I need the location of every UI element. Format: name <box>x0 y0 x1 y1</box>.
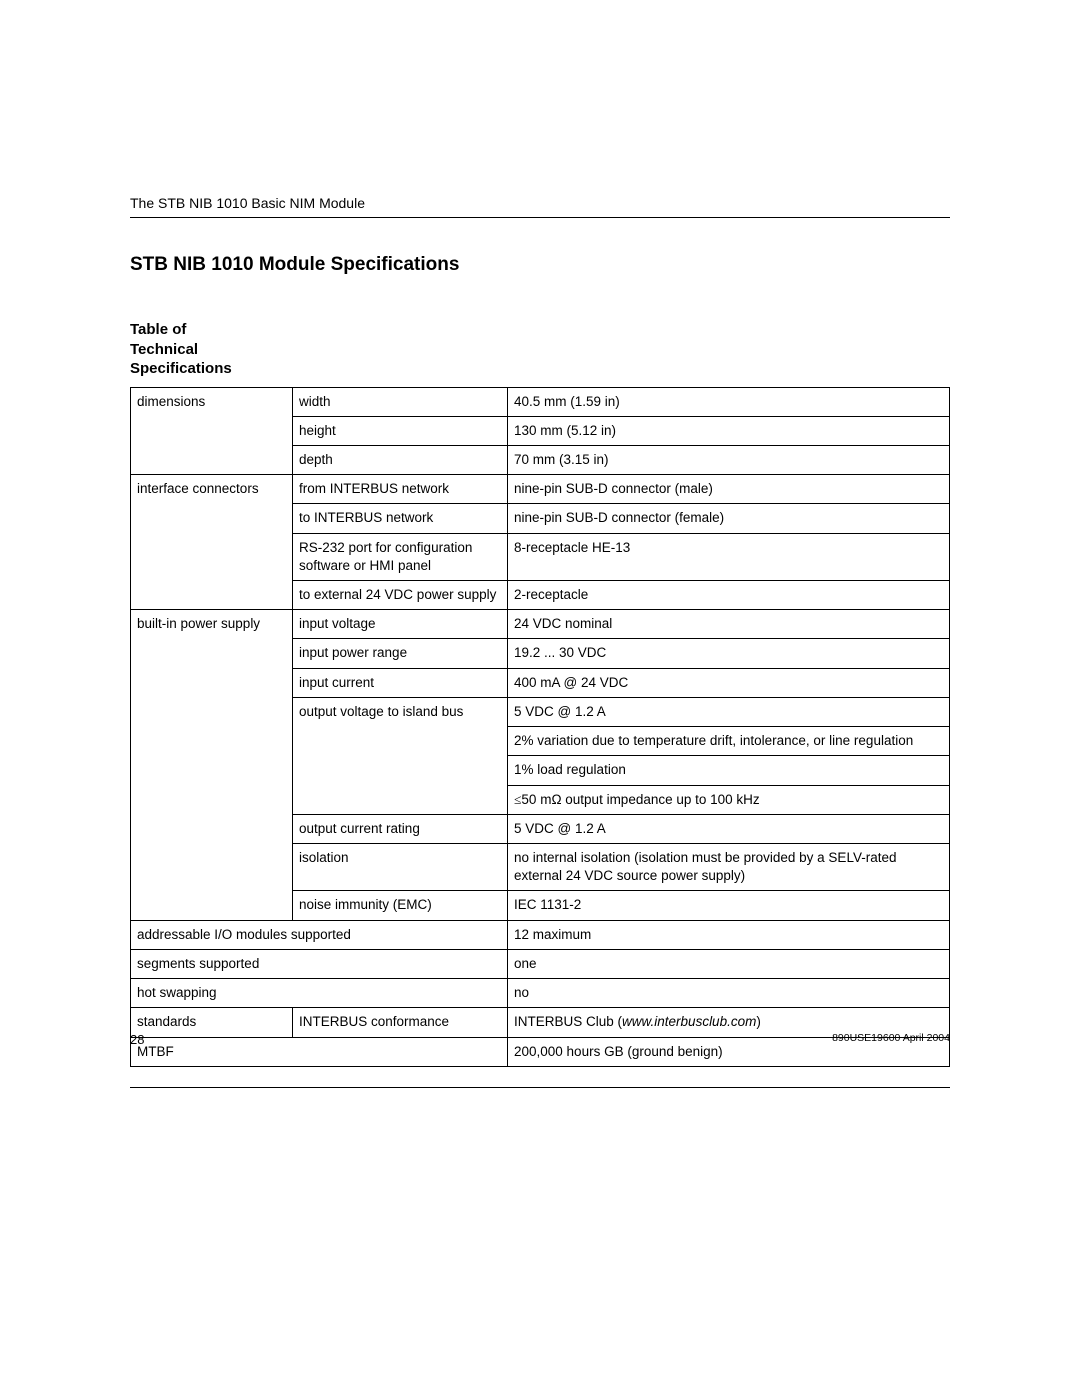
bottom-rule <box>130 1087 950 1088</box>
table-row: hot swapping no <box>131 979 950 1008</box>
cell-param: noise immunity (EMC) <box>293 891 508 920</box>
cell-category: built-in power supply <box>131 610 293 920</box>
cell-category: dimensions <box>131 387 293 475</box>
cell-value: 24 VDC nominal <box>508 610 950 639</box>
text: INTERBUS Club ( <box>514 1014 622 1029</box>
cell-value: IEC 1131-2 <box>508 891 950 920</box>
side-heading: Table of Technical Specifications <box>130 320 950 379</box>
text: ) <box>756 1014 761 1029</box>
cell-value: 19.2 ... 30 VDC <box>508 639 950 668</box>
section-title: STB NIB 1010 Module Specifications <box>130 254 950 276</box>
cell-value: 1% load regulation <box>508 756 950 785</box>
cell-value: 12 maximum <box>508 920 950 949</box>
cell-value: 2-receptacle <box>508 581 950 610</box>
cell-value: 5 VDC @ 1.2 A <box>508 697 950 726</box>
cell-value: no <box>508 979 950 1008</box>
table-row: dimensions width 40.5 mm (1.59 in) <box>131 387 950 416</box>
cell-param: to INTERBUS network <box>293 504 508 533</box>
ohm-symbol: Ω <box>551 792 561 807</box>
running-header: The STB NIB 1010 Basic NIM Module <box>130 195 950 211</box>
cell-param: width <box>293 387 508 416</box>
cell-value: 40.5 mm (1.59 in) <box>508 387 950 416</box>
side-heading-line: Specifications <box>130 360 232 377</box>
cell-param: depth <box>293 445 508 474</box>
cell-value: 400 mA @ 24 VDC <box>508 668 950 697</box>
side-heading-line: Table of <box>130 321 186 338</box>
page-footer: 28 890USE19600 April 2004 <box>130 1032 950 1047</box>
url-text: www.interbusclub.com <box>622 1014 756 1029</box>
cell-value: 70 mm (3.15 in) <box>508 445 950 474</box>
cell-value: 130 mm (5.12 in) <box>508 416 950 445</box>
cell-category: segments supported <box>131 949 508 978</box>
cell-value: 8-receptacle HE-13 <box>508 533 950 580</box>
cell-value: 2% variation due to temperature drift, i… <box>508 727 950 756</box>
cell-param: height <box>293 416 508 445</box>
cell-param: input voltage <box>293 610 508 639</box>
table-row: built-in power supply input voltage 24 V… <box>131 610 950 639</box>
table-row: addressable I/O modules supported 12 max… <box>131 920 950 949</box>
page-number: 28 <box>130 1032 144 1047</box>
cell-category: interface connectors <box>131 475 293 610</box>
cell-param: input current <box>293 668 508 697</box>
header-rule <box>130 217 950 218</box>
cell-category: addressable I/O modules supported <box>131 920 508 949</box>
cell-param: input power range <box>293 639 508 668</box>
cell-param: output current rating <box>293 814 508 843</box>
cell-category: hot swapping <box>131 979 508 1008</box>
text: output impedance up to 100 kHz <box>562 792 760 807</box>
side-heading-line: Technical <box>130 341 198 358</box>
cell-param: isolation <box>293 844 508 891</box>
cell-param: to external 24 VDC power supply <box>293 581 508 610</box>
doc-reference: 890USE19600 April 2004 <box>832 1032 950 1047</box>
table-row: segments supported one <box>131 949 950 978</box>
cell-value: 5 VDC @ 1.2 A <box>508 814 950 843</box>
text: 50 m <box>521 792 551 807</box>
specifications-table: dimensions width 40.5 mm (1.59 in) heigh… <box>130 387 950 1067</box>
cell-param: output voltage to island bus <box>293 697 508 814</box>
cell-value: nine-pin SUB-D connector (male) <box>508 475 950 504</box>
cell-value: one <box>508 949 950 978</box>
cell-value: nine-pin SUB-D connector (female) <box>508 504 950 533</box>
cell-param: from INTERBUS network <box>293 475 508 504</box>
table-row: interface connectors from INTERBUS netwo… <box>131 475 950 504</box>
cell-value: no internal isolation (isolation must be… <box>508 844 950 891</box>
cell-param: RS-232 port for configuration software o… <box>293 533 508 580</box>
cell-value: ≤50 mΩ output impedance up to 100 kHz <box>508 785 950 814</box>
